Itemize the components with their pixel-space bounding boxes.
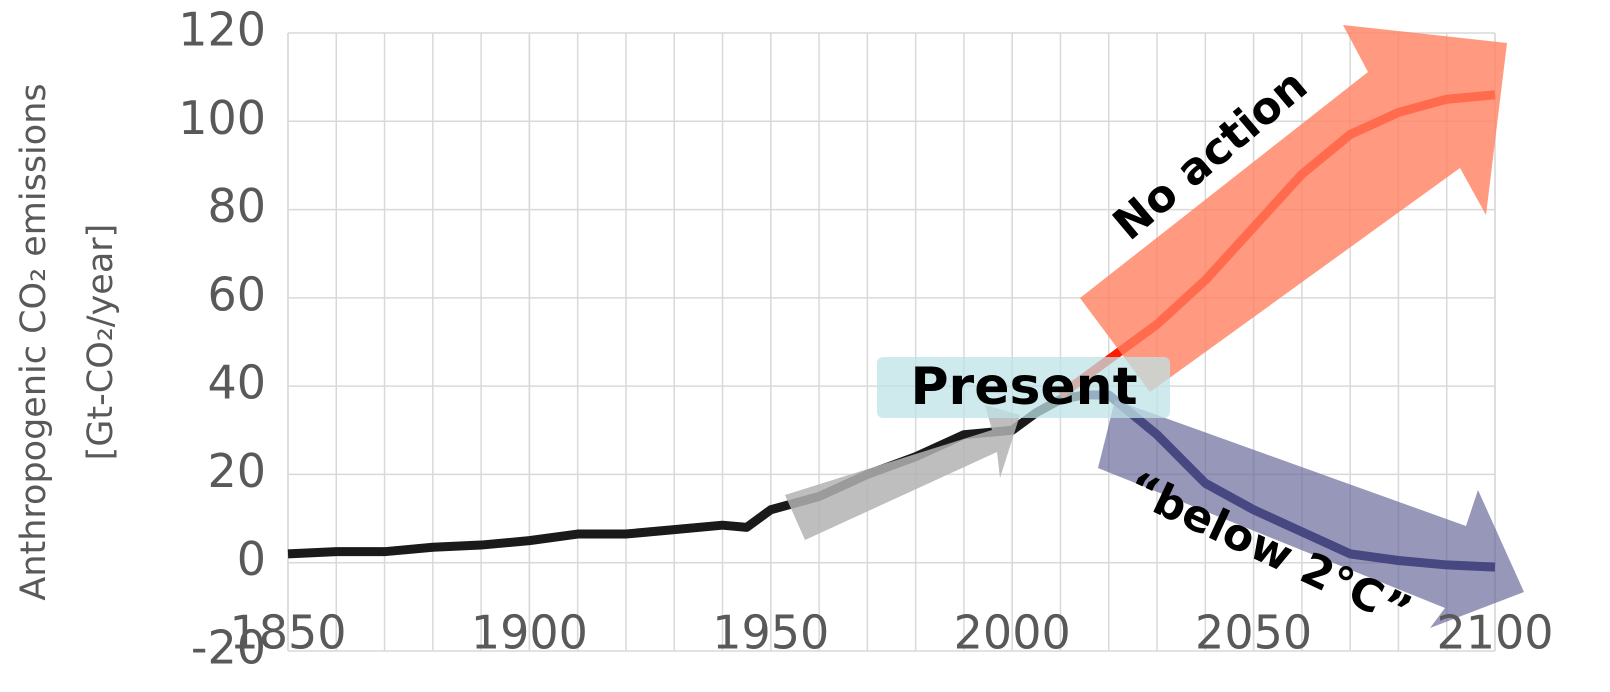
x-tick-label: 2000 (954, 606, 1071, 660)
y-axis-label: Anthropogenic CO₂ emissions (14, 83, 54, 600)
y-tick-label: 20 (207, 444, 266, 498)
x-tick-label: 1900 (471, 606, 588, 660)
trend-arrow (785, 405, 1020, 540)
x-tick-label: 1950 (712, 606, 829, 660)
ticks: -20 0 20 40 60 80 100 120 1850 1900 1950 2000 2050 21… (178, 3, 1553, 675)
present-label: Present (910, 357, 1137, 417)
x-tick-label: 2050 (1195, 606, 1312, 660)
x-tick-label: 1850 (229, 606, 346, 660)
y-tick-label: 0 (237, 532, 266, 586)
x-tick-label: 2100 (1436, 606, 1553, 660)
y-tick-label: 80 (207, 179, 266, 233)
y-tick-label: -20 (191, 621, 266, 675)
y-tick-label: 40 (207, 356, 266, 410)
y-tick-label: 100 (178, 91, 266, 145)
y-axis-label: [Gt-CO₂/year] (81, 224, 121, 461)
present-box (877, 357, 1170, 418)
y-tick-label: 60 (207, 267, 266, 321)
below-2c-arrow (1098, 400, 1524, 628)
y-tick-label: 120 (178, 3, 266, 57)
no-action-arrow (1080, 25, 1507, 392)
